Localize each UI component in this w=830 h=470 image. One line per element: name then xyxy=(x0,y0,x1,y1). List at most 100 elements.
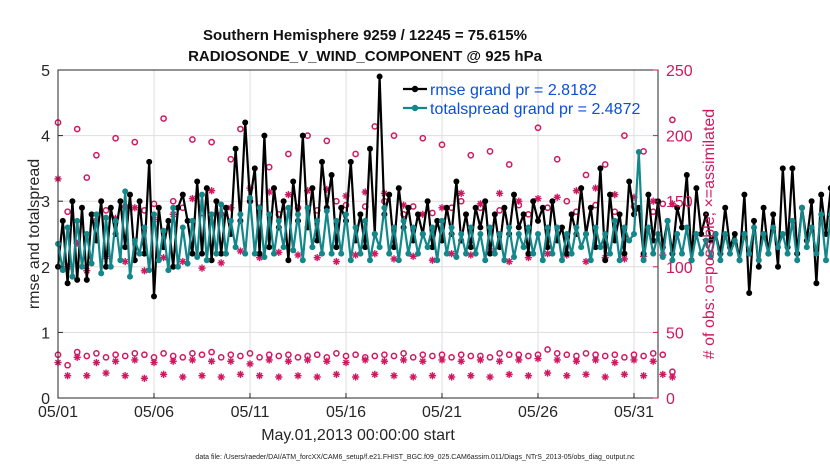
totalspread-point xyxy=(775,244,781,251)
totalspread-point xyxy=(203,257,210,264)
obs-possible-marker-low xyxy=(429,352,436,360)
rmse-point xyxy=(98,198,105,205)
star-stroke xyxy=(429,257,436,264)
totalspread-point xyxy=(371,231,378,237)
totalspread-point xyxy=(242,250,249,257)
obs-assimilated-marker-low xyxy=(582,370,590,378)
star-stroke xyxy=(179,373,186,381)
rmse-point xyxy=(746,290,753,297)
star-stroke xyxy=(573,187,580,194)
rmse-point xyxy=(424,198,431,205)
star-stroke xyxy=(333,371,340,378)
obs-possible-marker-low xyxy=(102,353,110,361)
obs-assimilated-marker-low xyxy=(227,357,235,365)
obs-possible-marker-low xyxy=(659,351,667,359)
totalspread-point xyxy=(136,250,143,257)
totalspread-point xyxy=(410,224,417,231)
totalspread-point xyxy=(429,224,436,231)
obs-assimilated-marker-low xyxy=(400,356,408,364)
obs-possible-marker-low xyxy=(64,361,71,369)
obs-possible-marker-low xyxy=(285,351,292,359)
rmse-point xyxy=(472,204,479,211)
totalspread-point xyxy=(443,250,450,257)
star-stroke xyxy=(294,372,302,379)
obs-possible-marker-low xyxy=(563,351,571,359)
totalspread-point xyxy=(544,224,551,231)
totalspread-point xyxy=(770,224,777,231)
rmse-point xyxy=(280,198,287,205)
obs-assimilated-marker-low xyxy=(448,373,456,381)
totalspread-point xyxy=(823,257,829,264)
obs-assimilated-marker-high xyxy=(409,252,417,260)
star-stroke xyxy=(400,356,407,363)
obs-assimilated-marker-low xyxy=(208,357,216,365)
obs-assimilated-marker-high xyxy=(371,250,379,258)
rmse-point xyxy=(333,244,340,251)
star-stroke xyxy=(544,250,551,257)
totalspread-point xyxy=(299,257,306,264)
rmse-point xyxy=(88,211,95,218)
rmse-point xyxy=(544,244,551,251)
star-stroke xyxy=(266,356,273,363)
totalspread-point xyxy=(117,257,124,264)
obs-assimilated-marker-high xyxy=(208,187,216,195)
totalspread-point xyxy=(568,250,575,257)
obs-assimilated-marker-high xyxy=(534,194,542,203)
totalspread-point xyxy=(256,204,263,211)
obs-possible-marker-low xyxy=(237,352,244,360)
rmse-point xyxy=(309,185,316,192)
obs-possible-marker-high xyxy=(160,115,167,122)
obs-possible-marker-low xyxy=(467,352,475,360)
right-tick-label: 200 xyxy=(666,129,693,146)
totalspread-point xyxy=(722,231,729,237)
obs-possible-marker-low xyxy=(525,352,532,360)
star-stroke xyxy=(381,358,388,365)
obs-assimilated-marker-high xyxy=(217,259,225,267)
obs-assimilated-marker-low xyxy=(572,357,580,365)
star-stroke xyxy=(390,372,398,379)
star-stroke xyxy=(544,370,551,377)
totalspread-point xyxy=(88,260,95,267)
totalspread-point xyxy=(280,244,287,251)
obs-assimilated-marker-low xyxy=(563,372,571,380)
obs-assimilated-marker-high xyxy=(179,257,187,266)
totalspread-point xyxy=(151,211,157,218)
totalspread-point xyxy=(376,244,383,251)
rmse-point xyxy=(213,198,220,205)
totalspread-point xyxy=(227,217,234,224)
obs-assimilated-marker-low xyxy=(361,356,369,364)
obs-possible-marker-high xyxy=(352,150,359,158)
obs-assimilated-marker-low xyxy=(486,373,494,381)
obs-assimilated-marker-low xyxy=(419,357,427,365)
totalspread-point xyxy=(794,257,801,264)
obs-assimilated-marker-high xyxy=(592,184,600,192)
rmse-point xyxy=(602,257,609,264)
rmse-point xyxy=(194,178,201,185)
totalspread-point xyxy=(271,250,277,257)
rmse-point xyxy=(83,276,90,283)
totalspread-point xyxy=(175,263,181,270)
obs-assimilated-marker-low xyxy=(592,356,600,364)
chart-title-line-1: Southern Hemisphere 9259 / 12245 = 75.61… xyxy=(203,27,527,44)
rmse-point xyxy=(107,204,114,211)
rmse-point xyxy=(429,244,436,251)
star-stroke xyxy=(496,358,503,365)
obs-assimilated-marker-low xyxy=(160,370,168,378)
rmse-point xyxy=(386,191,393,198)
rmse-point xyxy=(74,276,81,283)
totalspread-point xyxy=(751,224,757,231)
totalspread-point xyxy=(674,231,681,237)
totalspread-point xyxy=(818,211,825,218)
obs-assimilated-marker-high xyxy=(476,200,484,208)
star-stroke xyxy=(285,358,292,365)
star-stroke xyxy=(563,372,570,379)
obs-possible-marker-low xyxy=(611,351,619,359)
star-stroke xyxy=(323,358,330,365)
totalspread-point xyxy=(69,273,76,280)
obs-possible-marker-high xyxy=(582,171,590,179)
star-stroke xyxy=(486,373,494,381)
totalspread-point xyxy=(539,257,546,264)
obs-possible-marker-low xyxy=(246,350,254,357)
totalspread-point xyxy=(803,244,810,251)
star-stroke xyxy=(467,251,474,259)
